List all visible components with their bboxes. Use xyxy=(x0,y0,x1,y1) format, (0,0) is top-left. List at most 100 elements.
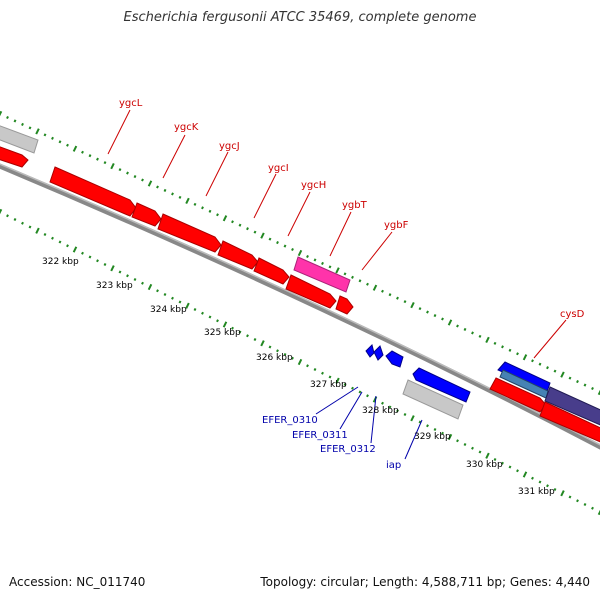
outer-tick-56 xyxy=(418,307,422,311)
reverse-label-leaders xyxy=(315,386,423,460)
inner-tick-22 xyxy=(163,292,167,297)
gene-label-ygbF: ygbF xyxy=(384,220,409,231)
genome-summary-text: Topology: circular; Length: 4,588,711 bp… xyxy=(260,575,590,589)
forward-label-leaders xyxy=(107,109,567,359)
inner-tick-67 xyxy=(501,461,504,465)
inner-tick-72 xyxy=(538,480,542,484)
gene-ygbT-pseudo xyxy=(293,256,351,293)
inner-tick-40 xyxy=(297,358,303,366)
inner-tick-80 xyxy=(597,508,600,516)
outer-tick-33 xyxy=(246,227,249,231)
outer-tick-73 xyxy=(546,366,549,370)
outer-tick-52 xyxy=(388,293,392,297)
outer-tick-3 xyxy=(21,122,24,126)
gene-label-iap: iap xyxy=(386,460,401,471)
gene-label-ygcI: ygcI xyxy=(268,163,289,174)
outer-tick-61 xyxy=(456,324,459,328)
gene-label-ygcJ: ygcJ xyxy=(219,141,240,152)
inner-tick-1 xyxy=(6,214,9,218)
outer-tick-47 xyxy=(351,275,354,279)
outer-tick-75 xyxy=(560,371,565,378)
outer-tick-72 xyxy=(538,362,542,366)
inner-tick-31 xyxy=(231,326,234,330)
outer-tick-67 xyxy=(501,345,504,349)
outer-tick-19 xyxy=(141,178,144,182)
inner-tick-33 xyxy=(246,334,249,338)
inner-tick-47 xyxy=(351,386,354,390)
outer-tick-74 xyxy=(553,369,557,373)
genome-backbone xyxy=(0,163,600,450)
gene-EFER_0312 xyxy=(385,350,404,368)
outer-tick-5 xyxy=(35,128,40,135)
gene-label-ygcK: ygcK xyxy=(174,122,199,133)
inner-tick-29 xyxy=(216,319,219,323)
inner-tick-48 xyxy=(358,390,362,394)
inner-tick-28 xyxy=(208,315,212,319)
inner-tick-18 xyxy=(133,277,137,282)
inner-tick-69 xyxy=(516,469,519,473)
accession-text: Accession: NC_011740 xyxy=(9,575,146,589)
scale-label-5: 327 kbp xyxy=(310,380,347,390)
inner-tick-53 xyxy=(396,409,399,413)
gene-iap xyxy=(412,367,471,403)
outer-tick-51 xyxy=(381,289,384,293)
inner-tick-43 xyxy=(321,371,324,375)
scale-label-2: 324 kbp xyxy=(150,305,187,315)
outer-tick-69 xyxy=(516,352,519,356)
inner-tick-41 xyxy=(306,364,309,368)
inner-tick-34 xyxy=(253,337,257,342)
outer-tick-21 xyxy=(156,185,159,189)
inner-tick-3 xyxy=(21,221,24,225)
outer-tick-71 xyxy=(531,359,534,363)
gene-ygcJ xyxy=(157,213,222,253)
gene-ygcH xyxy=(253,257,290,285)
outer-tick-68 xyxy=(508,348,512,352)
outer-tick-9 xyxy=(66,143,69,147)
inner-tick-74 xyxy=(553,487,557,492)
outer-tick-27 xyxy=(201,206,204,210)
outer-tick-45 xyxy=(335,267,340,274)
outer-tick-70 xyxy=(522,354,528,361)
outer-tick-32 xyxy=(238,223,242,227)
outer-tick-79 xyxy=(591,387,594,391)
inner-tick-60 xyxy=(447,433,453,441)
inner-tick-row xyxy=(0,208,600,516)
inner-tick-63 xyxy=(471,446,474,450)
scale-labels: 322 kbp 323 kbp 324 kbp 325 kbp 326 kbp 327 k… xyxy=(42,257,555,497)
inner-tick-12 xyxy=(88,255,92,259)
inner-tick-75 xyxy=(560,490,565,497)
outer-tick-59 xyxy=(441,317,444,321)
scale-label-1: 323 kbp xyxy=(96,281,133,291)
inner-tick-76 xyxy=(568,495,572,499)
inner-tick-15 xyxy=(110,265,115,272)
outer-tick-49 xyxy=(366,282,369,286)
outer-tick-77 xyxy=(576,380,579,384)
map-title: Escherichia fergusonii ATCC 35469, compl… xyxy=(123,10,477,25)
outer-tick-8 xyxy=(58,140,62,144)
inner-tick-21 xyxy=(156,289,159,293)
outer-tick-28 xyxy=(208,209,212,213)
inner-tick-77 xyxy=(576,499,579,503)
inner-tick-30 xyxy=(222,321,228,328)
inner-tick-2 xyxy=(13,217,17,222)
outer-tick-4 xyxy=(28,126,32,130)
inner-tick-58 xyxy=(433,427,437,432)
inner-tick-11 xyxy=(81,251,84,255)
gene-label-cysD: cysD xyxy=(560,309,585,320)
inner-tick-64 xyxy=(478,450,482,454)
inner-tick-35 xyxy=(260,340,265,347)
gene-label-EFER_0310: EFER_0310 xyxy=(262,415,318,426)
inner-tick-32 xyxy=(238,330,242,334)
outer-tick-30 xyxy=(222,215,228,222)
scale-label-0: 322 kbp xyxy=(42,257,79,267)
inner-tick-5 xyxy=(35,227,40,234)
inner-tick-13 xyxy=(96,259,99,263)
outer-tick-7 xyxy=(51,136,54,140)
outer-tick-50 xyxy=(372,284,378,291)
gene-ygbF-b xyxy=(335,295,354,315)
inner-tick-70 xyxy=(522,471,528,478)
outer-tick-25 xyxy=(185,197,190,205)
inner-tick-14 xyxy=(103,262,107,267)
